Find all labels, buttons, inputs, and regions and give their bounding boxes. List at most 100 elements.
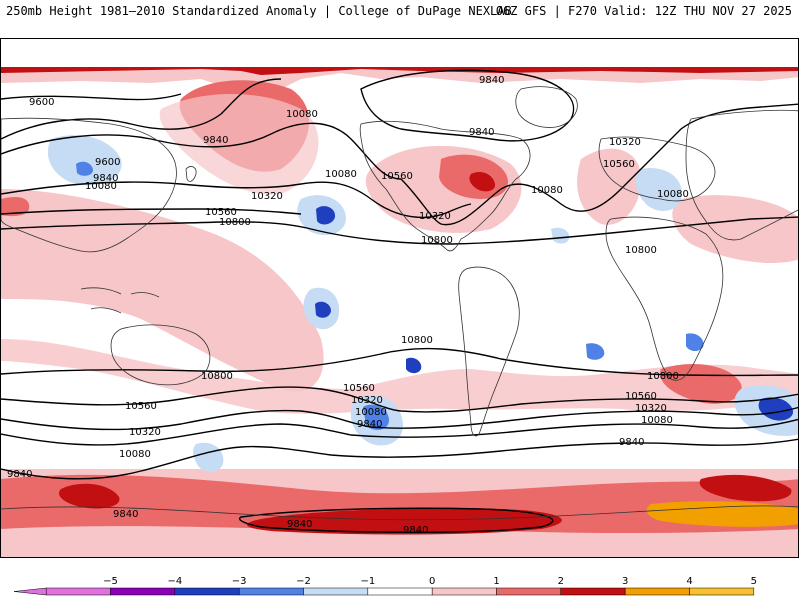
contour-label: 10800: [647, 371, 679, 382]
anomaly-positive-extreme: [646, 501, 798, 527]
colorbar-tick-label: 5: [751, 576, 757, 587]
contour-label: 9840: [469, 127, 494, 138]
colorbar-bin: [174, 587, 240, 596]
contour-label: 10560: [625, 391, 657, 402]
anomaly-negative-region: [758, 397, 794, 421]
contour-label: 9840: [619, 437, 644, 448]
anomaly-negative-region: [76, 161, 93, 176]
contour-label: 9840: [357, 419, 382, 430]
anomaly-negative-region: [193, 442, 224, 472]
anomaly-positive-strong: [469, 172, 496, 192]
contour-label: 10320: [129, 427, 161, 438]
anomaly-negative-region: [315, 301, 331, 318]
anomaly-shading: [1, 67, 798, 557]
colorbar-bins: [13, 587, 755, 596]
anomaly-positive-strong: [59, 483, 120, 509]
contour-label: 10080: [85, 181, 117, 192]
anomaly-positive-region: [1, 189, 324, 392]
anomaly-negative-region: [47, 135, 122, 186]
colorbar-tick-label: 0: [429, 576, 435, 587]
colorbar-tick-label: 1: [493, 576, 499, 587]
contour-label: 10080: [355, 407, 387, 418]
contour-10560: [1, 208, 302, 215]
colorbar-arrow-left: [13, 587, 47, 596]
contour-label: 10080: [641, 415, 673, 426]
anomaly-positive-region: [1, 67, 798, 99]
anomaly-positive-region: [1, 197, 30, 217]
anomaly-positive-strong: [699, 474, 792, 502]
colorbar-tick-label: 4: [686, 576, 692, 587]
anomaly-positive-strong: [247, 508, 562, 535]
anomaly-negative-region: [551, 227, 570, 244]
south-america-outline: [458, 266, 520, 437]
anomaly-positive-region: [1, 474, 798, 534]
colorbar-bin: [110, 587, 176, 596]
indonesia-outline: [80, 287, 160, 314]
anomaly-positive-region: [660, 364, 742, 404]
contour-9840-south-loop: [238, 507, 554, 533]
contour-10800-eq: [1, 347, 798, 377]
contour-label: 10080: [286, 109, 318, 120]
contour-label: 9600: [29, 97, 54, 108]
japan-outline: [185, 166, 197, 182]
contour-9840: [1, 78, 282, 140]
contour-label: 10080: [657, 189, 689, 200]
anomaly-negative-region: [316, 206, 336, 225]
chart-title: 250mb Height 1981–2010 Standardized Anom…: [6, 4, 512, 18]
north-america-outline: [359, 120, 531, 252]
africa-outline: [605, 216, 724, 381]
anomaly-negative-region: [586, 343, 605, 360]
contour-label: 10320: [251, 191, 283, 202]
colorbar-tick-label: 2: [558, 576, 564, 587]
contour-10800: [1, 221, 312, 230]
anomaly-positive-region: [1, 339, 798, 414]
colorbar-bin: [238, 587, 304, 596]
contour-label: 10320: [351, 395, 383, 406]
contour-label: 10320: [419, 211, 451, 222]
contour-label: 10560: [205, 207, 237, 218]
contour-label: 10080: [119, 449, 151, 460]
colorbar-bin: [560, 587, 626, 596]
colorbar-svg: −5 −4 −3 −2 −1 0 1 2 3 4 5: [13, 576, 757, 596]
asia-west-outline: [1, 117, 177, 253]
antarctica-outline: [1, 505, 798, 521]
contour-label: 9840: [7, 469, 32, 480]
colorbar-tick-label: −2: [296, 576, 311, 587]
model-run-info: 06Z GFS | F270 Valid: 12Z THU NOV 27 202…: [495, 4, 792, 18]
colorbar-bin: [303, 587, 369, 596]
colorbar-bin: [431, 587, 497, 596]
contour-label: 9600: [95, 157, 120, 168]
anomaly-negative-region: [686, 333, 704, 352]
contour-label: 10560: [603, 159, 635, 170]
colorbar-legend: −5 −4 −3 −2 −1 0 1 2 3 4 5: [0, 568, 800, 600]
contour-10320-s: [1, 406, 798, 431]
colorbar-tick-label: −1: [360, 576, 375, 587]
coastlines: [1, 86, 798, 521]
contour-label: 9840: [479, 75, 504, 86]
asia-outline: [685, 109, 798, 241]
contour-label: 10800: [625, 245, 657, 256]
colorbar-tick-label: −3: [232, 576, 247, 587]
contour-9600: [1, 93, 182, 101]
contour-label: 10800: [421, 235, 453, 246]
contour-10320-mid: [370, 198, 472, 219]
colorbar-bin: [496, 587, 562, 596]
anomaly-positive-strong: [1, 67, 798, 75]
contour-label: 10560: [381, 171, 413, 182]
colorbar-bin: [624, 587, 690, 596]
contour-label: 9840: [93, 173, 118, 184]
anomaly-positive-region: [672, 195, 798, 264]
greenland-outline: [515, 86, 578, 128]
colorbar-tick-label: −5: [103, 576, 118, 587]
contour-label: 10320: [609, 137, 641, 148]
colorbar-tick-label: 3: [622, 576, 628, 587]
contour-9840-s: [1, 438, 798, 480]
contour-10080-s: [1, 418, 798, 446]
contour-label: 10560: [343, 383, 375, 394]
contour-label: 9840: [203, 135, 228, 146]
colorbar-bin: [45, 587, 111, 596]
contour-label: 10320: [635, 403, 667, 414]
contour-label: 9840: [287, 519, 312, 530]
contour-10080: [1, 122, 402, 180]
anomaly-positive-region: [577, 148, 641, 225]
